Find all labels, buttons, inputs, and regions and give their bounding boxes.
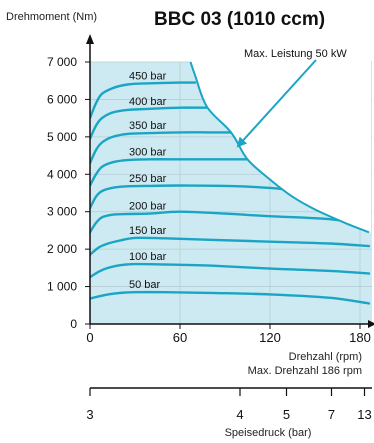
pressure-curve <box>90 236 371 256</box>
pressure-curve <box>90 184 290 210</box>
pressure-tick-label: 13 <box>357 407 371 422</box>
pressure-curve <box>90 106 209 140</box>
series-label: 50 bar <box>129 279 161 291</box>
pressure-curve <box>90 131 233 165</box>
pressure-curves <box>90 42 371 305</box>
series-label: 450 bar <box>129 70 167 82</box>
curve-labels: 50 bar 100 bar 150 bar 200 bar 250 bar 300 ba… <box>129 70 167 291</box>
y-axis-label: Drehmoment (Nm) <box>6 11 97 23</box>
x-tick-label: 0 <box>86 330 93 345</box>
series-label: 250 bar <box>129 173 167 185</box>
series-label: 150 bar <box>129 225 167 237</box>
pressure-tick-label: 4 <box>236 407 243 422</box>
power-limit-region <box>190 42 371 233</box>
series-label: 100 bar <box>129 251 167 263</box>
y-tick-label: 6 000 <box>47 92 77 106</box>
pressure-tick-label: 7 <box>328 407 335 422</box>
x-tick-label: 120 <box>259 330 281 345</box>
y-tick-label: 5 000 <box>47 130 77 144</box>
x-tick-label: 180 <box>349 330 371 345</box>
series-label: 350 bar <box>129 120 167 132</box>
y-tick-label: 0 <box>70 317 77 331</box>
series-label: 200 bar <box>129 201 167 213</box>
y-tick-label: 1 000 <box>47 280 77 294</box>
pressure-tick-label: 5 <box>283 407 290 422</box>
pressure-curve <box>90 158 249 187</box>
y-ticks: 0 1 000 2 000 3 000 4 000 5 000 6 000 7 000 <box>47 55 90 331</box>
series-label: 400 bar <box>129 96 167 108</box>
power-limit-curve <box>189 61 370 234</box>
power-label: Max. Leistung 50 kW <box>244 48 347 60</box>
pressure-axis-label: Speisedruck (bar) <box>225 427 312 439</box>
y-tick-label: 4 000 <box>47 167 77 181</box>
x-ticks: 0 60 120 180 <box>86 324 371 345</box>
pressure-axis: 3 4 5 7 13 <box>86 387 372 422</box>
chart-title: BBC 03 (1010 ccm) <box>154 9 325 30</box>
x-axis-label: Drehzahl (rpm) <box>289 351 362 363</box>
y-tick-label: 2 000 <box>47 242 77 256</box>
y-axis-arrowhead-icon <box>86 34 94 44</box>
pressure-tick-label: 3 <box>86 407 93 422</box>
pressure-curve <box>90 81 197 120</box>
max-speed-note: Max. Drehzahl 186 rpm <box>248 365 362 377</box>
pressure-curve <box>90 290 371 305</box>
power-limit-arrow <box>236 59 317 148</box>
y-tick-label: 7 000 <box>47 55 77 69</box>
x-tick-label: 60 <box>173 330 187 345</box>
series-label: 300 bar <box>129 146 167 158</box>
y-tick-label: 3 000 <box>47 205 77 219</box>
pressure-curve <box>90 210 371 234</box>
x-axis-arrowhead-icon <box>368 320 374 328</box>
pressure-curve <box>90 262 371 279</box>
